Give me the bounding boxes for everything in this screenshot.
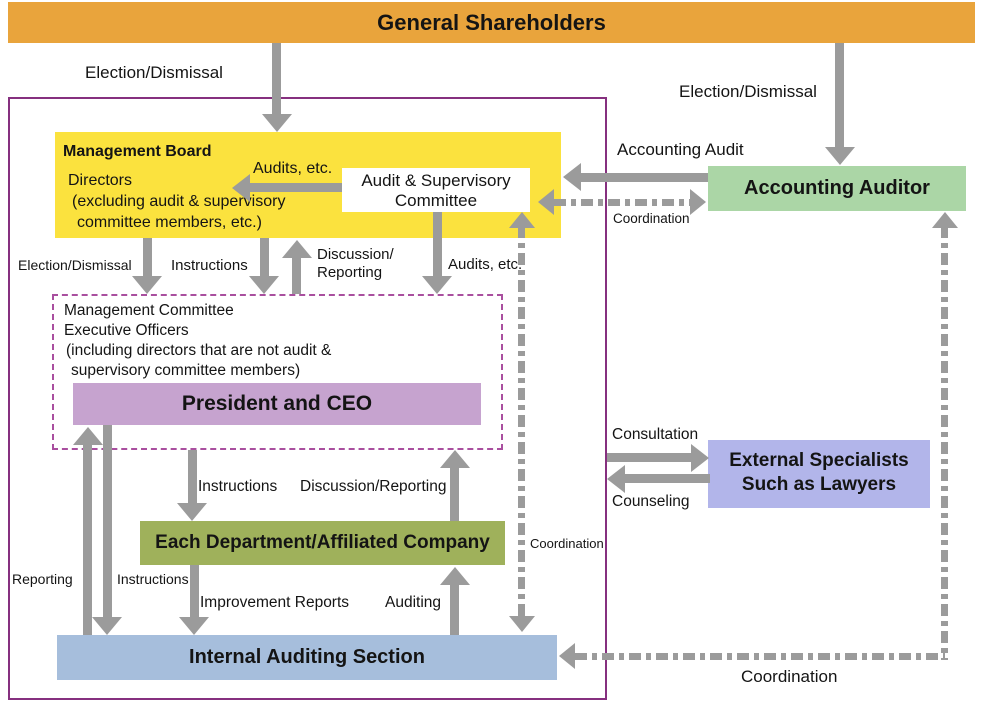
company-frame — [8, 97, 607, 700]
general-shareholders-title: General Shareholders — [377, 9, 606, 35]
coordination-auditor-head — [932, 212, 958, 228]
management-committee-line4: supervisory committee members) — [71, 362, 301, 379]
arrow-improvement-reports-down-head — [179, 617, 209, 635]
arrow-consultation — [607, 453, 691, 462]
coordination-top-label: Coordination — [613, 211, 690, 226]
coordination-mid-label: Coordination — [530, 536, 604, 551]
consultation-label: Consultation — [612, 426, 699, 443]
arrow-committee-to-board — [249, 183, 342, 192]
discussion-label-line2: Reporting — [317, 264, 383, 281]
arrow-reporting-up — [83, 443, 92, 635]
coordination-mid-bottom-head — [509, 616, 535, 632]
arrow-officers-discussion-up-head — [282, 240, 312, 258]
discussion-reporting-ceo-label: Discussion/Reporting — [300, 478, 447, 495]
arrow-auditor-to-board — [580, 173, 708, 182]
counseling-label: Counseling — [612, 493, 690, 510]
arrow-shareholders-to-auditor-head — [825, 147, 855, 165]
audits-etc-top-label: Audits, etc. — [253, 160, 333, 177]
instructions-down-label: Instructions — [117, 571, 189, 587]
coordination-right-line — [941, 226, 948, 660]
coordination-mid-top-head — [509, 212, 535, 228]
arrow-shareholders-to-auditor — [835, 43, 844, 147]
arrow-counseling — [625, 474, 710, 483]
arrow-instructions-long-down — [103, 425, 112, 619]
arrow-board-election-down-head — [132, 276, 162, 294]
coordination-bottom-head — [559, 643, 575, 669]
audit-committee-line1: Audit & Supervisory — [361, 171, 511, 190]
external-specialists-box: External Specialists Such as Lawyers — [708, 440, 930, 508]
internal-auditing-title: Internal Auditing Section — [189, 646, 425, 668]
accounting-auditor-title: Accounting Auditor — [744, 177, 930, 199]
arrow-improvement-reports-down — [190, 565, 199, 619]
arrow-auditor-to-board-head — [563, 163, 581, 191]
instructions-board-label: Instructions — [171, 257, 248, 274]
audit-committee-line2: Committee — [394, 191, 478, 210]
arrow-auditing-up — [450, 583, 459, 635]
arrow-board-instructions-down-head — [249, 276, 279, 294]
arrow-ceo-instructions-down-head — [177, 503, 207, 521]
election-dismissal-board-label: Election/Dismissal — [18, 257, 132, 273]
arrow-board-instructions-down — [260, 238, 269, 278]
arrow-consultation-head — [691, 444, 709, 472]
arrow-reporting-up-head — [73, 427, 103, 445]
coordination-bottom-label: Coordination — [741, 667, 838, 686]
department-title: Each Department/Affiliated Company — [155, 532, 490, 553]
audits-etc-down-label: Audits, etc. — [448, 256, 523, 273]
election-dismissal-right-label: Election/Dismissal — [679, 82, 817, 101]
arrow-board-election-down — [143, 238, 152, 278]
arrow-ceo-instructions-down — [188, 450, 197, 505]
reporting-up-label: Reporting — [12, 571, 73, 587]
arrow-committee-down — [433, 212, 442, 278]
president-ceo-box: President and CEO — [73, 383, 481, 425]
external-specialists-line1: External Specialists — [729, 450, 909, 471]
instructions-ceo-label: Instructions — [198, 478, 278, 495]
arrow-auditing-up-head — [440, 567, 470, 585]
external-specialists-line2: Such as Lawyers — [741, 474, 897, 495]
arrow-shareholders-to-board-head — [262, 114, 292, 132]
arrow-committee-to-board-head — [232, 174, 250, 202]
management-committee-line2: Executive Officers — [64, 322, 189, 339]
coordination-top-right-head — [690, 189, 706, 215]
management-committee-line3: (including directors that are not audit … — [66, 342, 332, 359]
department-box: Each Department/Affiliated Company — [140, 521, 505, 565]
management-board-note-2: committee members, etc.) — [77, 214, 262, 231]
audit-supervisory-committee-box: Audit & Supervisory Committee — [342, 168, 530, 212]
accounting-auditor-box: Accounting Auditor — [708, 166, 966, 211]
general-shareholders-box: General Shareholders — [8, 2, 975, 43]
arrow-counseling-head — [607, 465, 625, 493]
management-board-title: Management Board — [63, 143, 212, 160]
arrow-shareholders-to-board — [272, 43, 281, 115]
internal-auditing-box: Internal Auditing Section — [57, 635, 557, 680]
arrow-committee-down-head — [422, 276, 452, 294]
election-dismissal-left-label: Election/Dismissal — [85, 63, 223, 82]
management-committee-line1: Management Committee — [64, 302, 234, 319]
president-ceo-title: President and CEO — [181, 392, 373, 415]
management-committee-box: Management Committee Executive Officers … — [52, 294, 503, 450]
management-board-note-1: (excluding audit & supervisory — [72, 193, 286, 210]
coordination-top-left-head — [538, 189, 554, 215]
discussion-label-line1: Discussion/ — [317, 246, 394, 263]
improvement-reports-label: Improvement Reports — [200, 594, 350, 611]
accounting-audit-label: Accounting Audit — [617, 140, 744, 159]
coordination-bottom-line — [575, 653, 945, 660]
auditing-label: Auditing — [385, 594, 442, 611]
management-board-directors: Directors — [68, 172, 133, 189]
coordination-top-line — [554, 199, 690, 206]
arrow-department-discussion-up — [450, 466, 459, 521]
arrow-instructions-long-down-head — [92, 617, 122, 635]
arrow-department-discussion-up-head — [440, 450, 470, 468]
coordination-mid-line — [518, 226, 525, 618]
arrow-officers-discussion-up — [292, 256, 301, 294]
